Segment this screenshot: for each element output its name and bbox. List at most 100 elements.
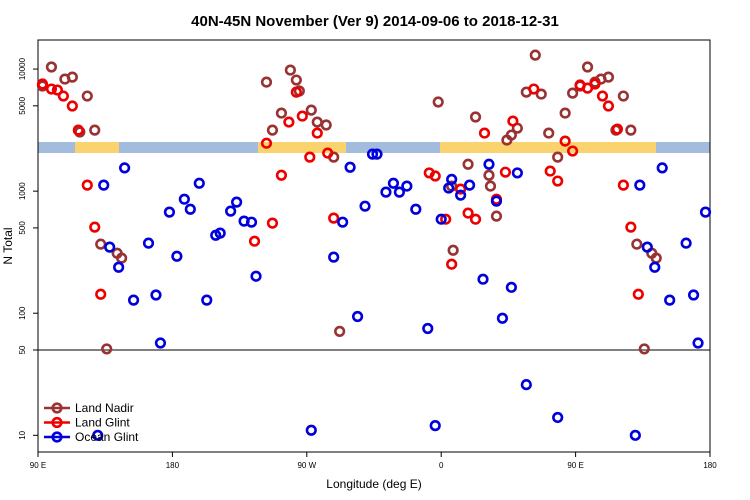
point xyxy=(469,111,482,123)
x-tick-label: 90 E xyxy=(30,461,46,470)
legend-label: Land Glint xyxy=(75,416,130,430)
point xyxy=(260,76,273,88)
point xyxy=(602,100,615,112)
point xyxy=(507,115,519,127)
point xyxy=(505,129,517,141)
y-tick-label: 10000 xyxy=(18,57,27,80)
land-band xyxy=(75,142,119,153)
point xyxy=(410,203,422,215)
point xyxy=(275,169,288,181)
point xyxy=(617,179,629,191)
point xyxy=(469,213,482,225)
point xyxy=(462,158,474,170)
point xyxy=(81,179,93,191)
point xyxy=(248,235,261,247)
point xyxy=(552,175,564,187)
point xyxy=(305,424,317,436)
point xyxy=(393,186,405,198)
point xyxy=(625,221,637,233)
land-band xyxy=(440,142,656,153)
point xyxy=(552,151,564,163)
point xyxy=(490,210,503,222)
point xyxy=(687,289,700,301)
point xyxy=(544,165,556,177)
point xyxy=(184,203,196,215)
point xyxy=(45,83,58,95)
point xyxy=(680,237,692,249)
x-tick-label: 90 W xyxy=(297,461,316,470)
point xyxy=(201,294,213,306)
point xyxy=(617,90,629,102)
point xyxy=(649,261,661,273)
point xyxy=(559,107,571,119)
point xyxy=(455,183,467,195)
point xyxy=(359,200,371,212)
land-band xyxy=(258,142,346,153)
point xyxy=(483,158,495,170)
point xyxy=(462,207,474,219)
point xyxy=(435,213,447,225)
point xyxy=(51,84,64,96)
point xyxy=(225,205,237,217)
point xyxy=(520,379,532,391)
point xyxy=(371,148,383,160)
point xyxy=(496,312,509,324)
point xyxy=(484,180,497,192)
point xyxy=(214,227,226,239)
point xyxy=(344,161,356,173)
point xyxy=(328,212,340,224)
point xyxy=(490,195,503,207)
y-tick-label: 1000 xyxy=(18,182,27,200)
point xyxy=(478,127,491,139)
point xyxy=(529,49,541,61)
point xyxy=(567,87,579,99)
point xyxy=(320,119,332,131)
x-axis-label: Longitude (deg E) xyxy=(326,477,421,491)
point xyxy=(631,238,643,250)
point xyxy=(193,177,205,189)
point xyxy=(446,173,458,185)
point xyxy=(89,124,101,136)
point xyxy=(101,343,113,355)
point xyxy=(567,145,579,157)
point xyxy=(463,179,476,191)
point xyxy=(45,61,58,73)
point xyxy=(559,135,571,147)
point xyxy=(528,83,540,95)
point xyxy=(266,124,279,136)
point xyxy=(446,258,458,270)
point xyxy=(171,250,183,262)
point xyxy=(36,78,49,90)
point xyxy=(429,170,441,182)
point xyxy=(92,429,104,441)
point xyxy=(641,241,653,253)
point xyxy=(483,169,495,181)
point xyxy=(163,206,176,218)
point xyxy=(429,420,441,432)
point xyxy=(656,162,668,174)
y-tick-label: 100 xyxy=(18,306,27,320)
point xyxy=(311,127,323,139)
point xyxy=(337,216,349,228)
point xyxy=(116,252,128,264)
y-axis-label: N Total xyxy=(1,227,15,264)
point xyxy=(154,337,167,349)
point xyxy=(596,90,609,102)
point xyxy=(499,166,512,178)
land-ocean-band xyxy=(38,142,710,153)
point xyxy=(266,217,279,229)
point xyxy=(505,281,517,293)
point xyxy=(95,288,107,300)
point xyxy=(284,64,296,76)
point xyxy=(304,151,316,163)
point xyxy=(66,71,78,83)
point xyxy=(432,96,444,108)
point xyxy=(440,213,452,225)
point xyxy=(290,74,302,86)
point xyxy=(296,110,308,122)
point xyxy=(275,107,288,119)
y-tick-label: 500 xyxy=(18,221,27,235)
ocean-band xyxy=(38,142,710,153)
point xyxy=(57,90,69,102)
point xyxy=(334,325,346,337)
